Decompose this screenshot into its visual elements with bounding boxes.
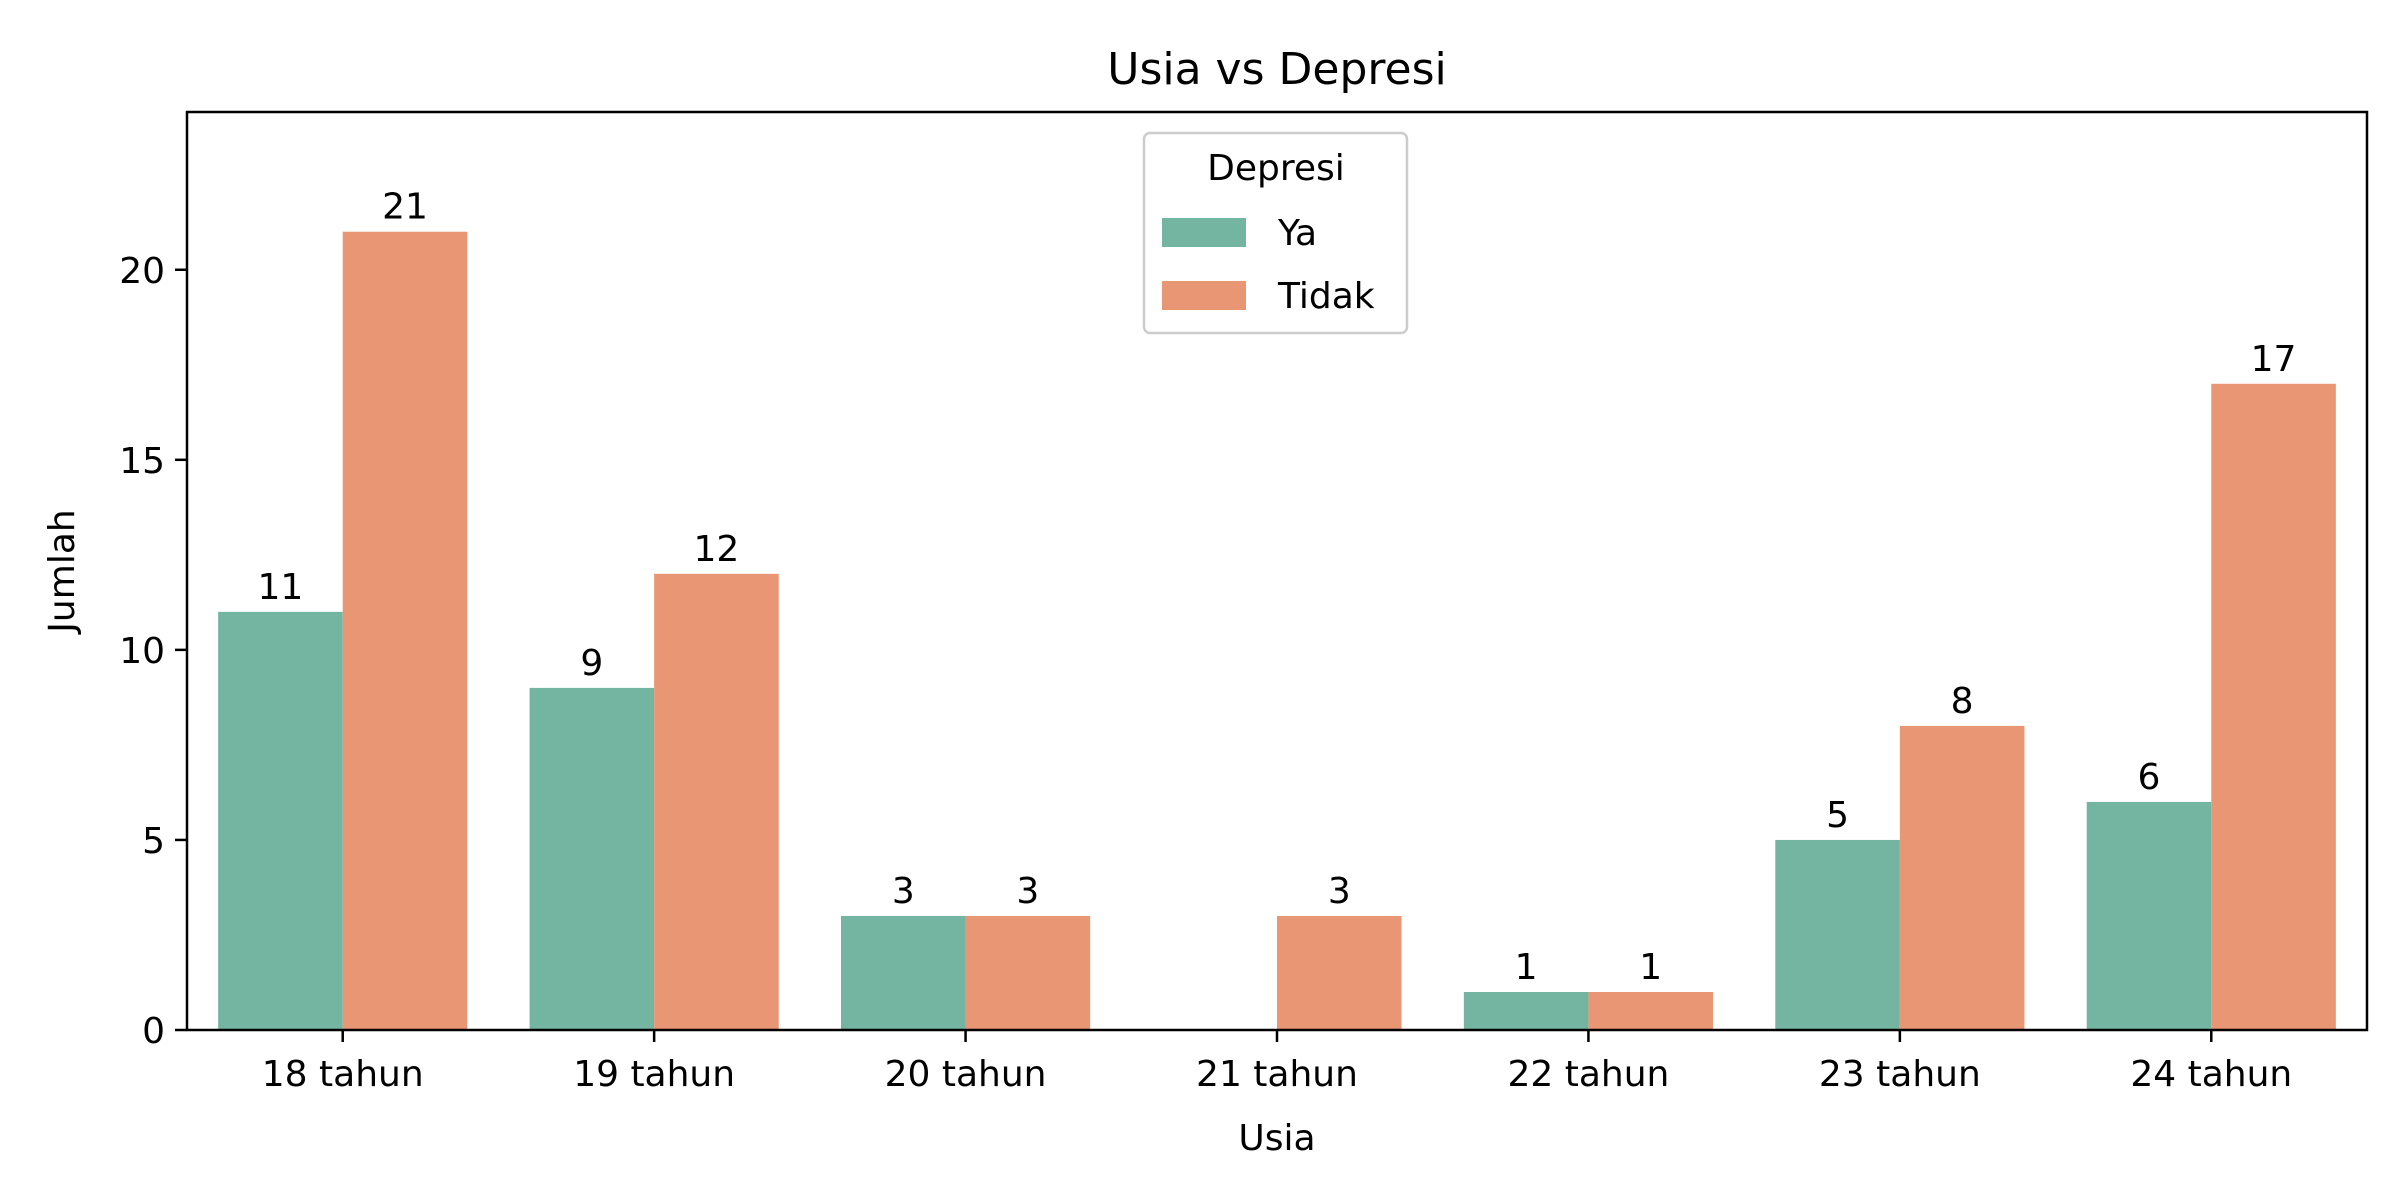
legend-swatch-tidak: [1162, 281, 1246, 310]
y-axis: 0 5 10 15 20: [119, 251, 187, 1052]
x-tick-label: 20 tahun: [885, 1054, 1047, 1095]
bar-ya-2: [529, 687, 655, 1030]
y-tick-label: 10: [119, 631, 165, 672]
bar-ya-6: [1775, 839, 1900, 1030]
x-tick-label: 21 tahun: [1196, 1054, 1358, 1095]
data-label-ya-1: 11: [258, 567, 304, 608]
bar-tidak-2: [654, 573, 779, 1030]
data-label-ya-5: 1: [1515, 947, 1538, 988]
x-axis: 18 tahun 19 tahun 20 tahun 21 tahun 22 tahun…: [262, 1030, 2292, 1095]
bars-layer: [218, 231, 2336, 1031]
y-tick-label: 20: [119, 251, 165, 292]
bar-tidak-5: [1588, 991, 1713, 1030]
legend: Depresi Ya Tidak: [1142, 131, 1409, 335]
x-tick-label: 23 tahun: [1819, 1054, 1981, 1095]
bar-ya-1: [218, 611, 343, 1030]
y-tick-label: 0: [142, 1011, 165, 1052]
bar-tidak-3: [965, 915, 1091, 1030]
bar-ya-3: [841, 915, 966, 1030]
x-tick-label: 18 tahun: [262, 1054, 424, 1095]
x-tick-label: 19 tahun: [573, 1054, 735, 1095]
legend-swatch-ya: [1162, 218, 1246, 247]
data-label-tidak-7: 17: [2251, 339, 2297, 380]
bar-ya-7: [2086, 801, 2212, 1030]
legend-title: Depresi: [1207, 148, 1345, 189]
x-tick-label: 22 tahun: [1507, 1054, 1669, 1095]
data-label-tidak-2: 12: [694, 529, 740, 570]
chart-title: Usia vs Depresi: [1107, 44, 1446, 95]
x-axis-label: Usia: [1238, 1118, 1315, 1159]
y-tick-label: 15: [119, 441, 165, 482]
legend-label-ya: Ya: [1277, 213, 1317, 254]
data-label-ya-2: 9: [580, 643, 603, 684]
data-label-tidak-6: 8: [1951, 681, 1974, 722]
data-label-tidak-1: 21: [382, 187, 428, 228]
data-label-tidak-4: 3: [1328, 871, 1351, 912]
data-label-tidak-3: 3: [1016, 871, 1039, 912]
data-label-ya-7: 6: [2138, 757, 2161, 798]
data-label-ya-3: 3: [892, 871, 915, 912]
bar-tidak-1: [342, 231, 468, 1031]
x-tick-label: 24 tahun: [2130, 1054, 2292, 1095]
y-axis-label: Jumlah: [42, 509, 83, 634]
data-label-ya-6: 5: [1826, 795, 1849, 836]
bar-tidak-6: [1899, 725, 2025, 1030]
data-label-tidak-5: 1: [1639, 947, 1662, 988]
bar-tidak-4: [1277, 915, 1402, 1030]
legend-label-tidak: Tidak: [1277, 276, 1375, 317]
bar-tidak-7: [2211, 383, 2336, 1030]
bar-ya-5: [1463, 991, 1589, 1030]
y-tick-label: 5: [142, 821, 165, 862]
